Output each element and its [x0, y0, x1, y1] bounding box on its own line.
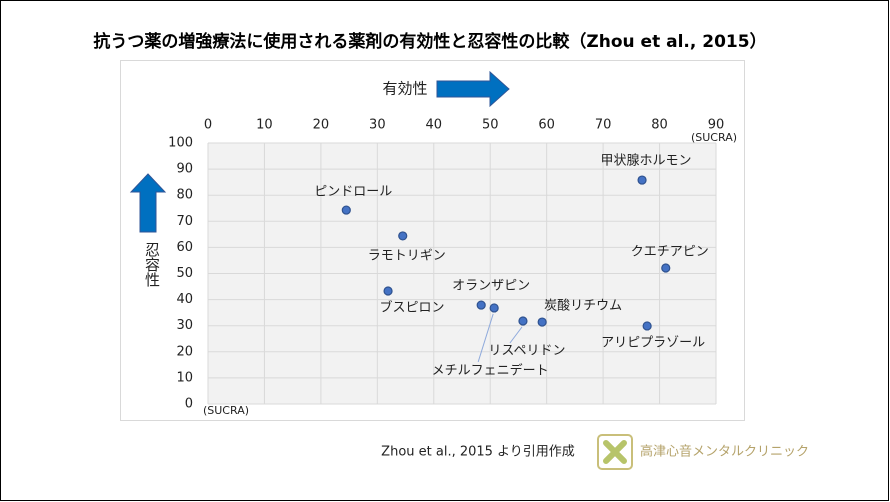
- point-label: クエチアピン: [631, 245, 709, 260]
- x-tick-label: 30: [369, 118, 386, 133]
- y-tick-label: 0: [185, 397, 193, 412]
- point: [642, 321, 652, 331]
- y-tick-label: 70: [176, 214, 193, 229]
- point: [637, 175, 647, 185]
- point-label: ブスピロン: [380, 299, 445, 315]
- y-tick-label: 20: [176, 344, 193, 359]
- y-tick-label: 40: [176, 292, 193, 307]
- y-tick-label: 10: [176, 370, 193, 385]
- x-tick-label: 50: [482, 118, 499, 133]
- x-arrow: [436, 70, 510, 108]
- point-label: ラモトリギン: [368, 248, 446, 263]
- point: [489, 303, 499, 313]
- y-tick-label: 90: [176, 162, 193, 177]
- source-note: Zhou et al., 2015 より引用作成: [381, 445, 575, 460]
- x-unit-label: (SUCRA): [691, 131, 737, 144]
- point-label: リスペリドン: [488, 344, 565, 359]
- leader-line: [477, 313, 494, 363]
- y-axis-title: 忍容性: [143, 242, 161, 287]
- point: [661, 263, 671, 273]
- x-tick-label: 0: [204, 118, 212, 133]
- point-label: 甲状腺ホルモン: [601, 154, 692, 169]
- chart-title: 抗うつ薬の増強療法に使用される薬剤の有効性と忍容性の比較（Zhou et al.…: [93, 31, 766, 52]
- point-label: オランザピン: [452, 279, 530, 294]
- point-label: アリピプラゾール: [601, 335, 705, 350]
- point: [476, 300, 486, 310]
- y-tick-label: 60: [176, 240, 193, 255]
- x-tick-label: 10: [256, 118, 273, 133]
- point: [341, 205, 351, 215]
- x-tick-label: 20: [313, 118, 330, 133]
- clinic-name: 高津心音メンタルクリニック: [640, 444, 809, 460]
- y-tick-label: 80: [176, 188, 193, 203]
- point-label: 炭酸リチウム: [544, 299, 622, 314]
- point: [518, 316, 528, 326]
- y-tick-label: 50: [176, 266, 193, 281]
- y-tick-label: 30: [176, 318, 193, 333]
- point-label: メチルフェニデート: [432, 362, 549, 378]
- x-tick-label: 40: [426, 118, 443, 133]
- x-tick-label: 80: [651, 118, 668, 133]
- x-axis-title: 有効性: [382, 80, 427, 98]
- y-arrow: [129, 173, 167, 233]
- logo-mark: [603, 440, 627, 464]
- y-tick-label: 100: [168, 136, 193, 151]
- point: [383, 286, 393, 296]
- leader-line: [509, 326, 523, 344]
- logo: [597, 434, 633, 470]
- x-tick-label: 60: [538, 118, 555, 133]
- point: [537, 317, 547, 327]
- y-unit-label: (SUCRA): [203, 404, 249, 417]
- point-label: ピンドロール: [314, 185, 392, 200]
- x-tick-label: 90: [708, 118, 725, 133]
- x-tick-label: 70: [595, 118, 612, 133]
- point: [398, 231, 408, 241]
